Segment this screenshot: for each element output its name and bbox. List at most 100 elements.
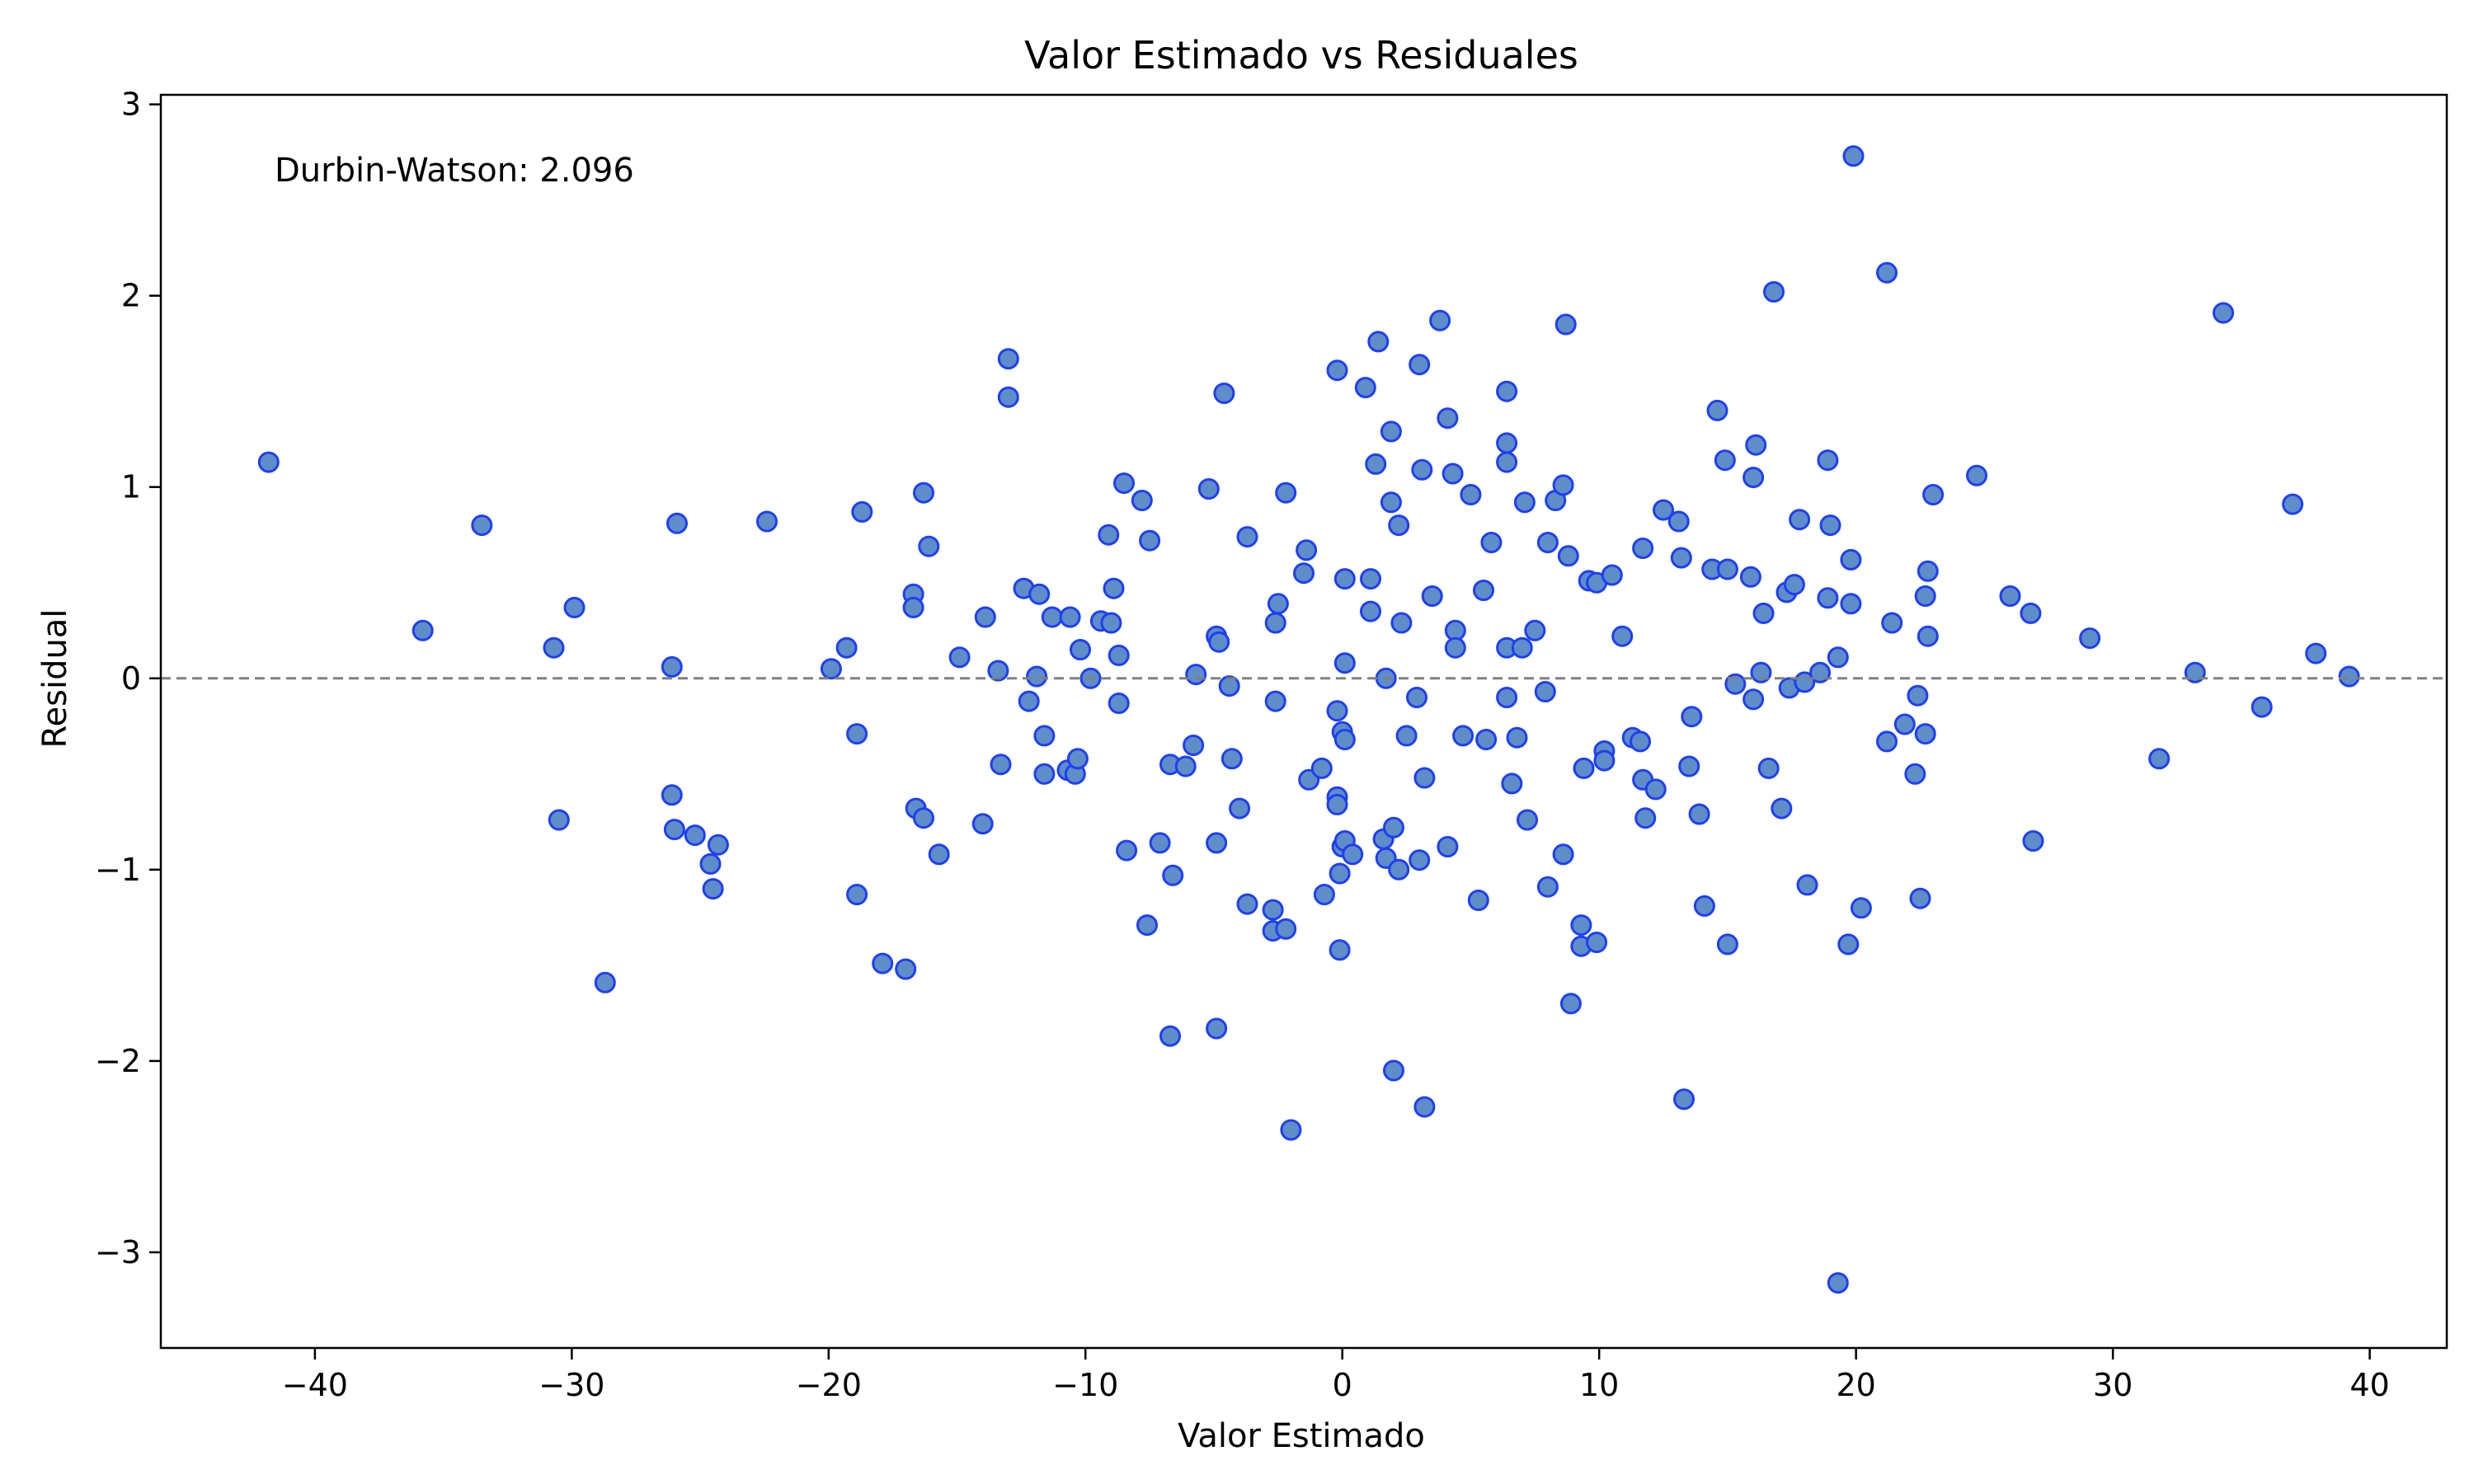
data-point bbox=[1743, 467, 1765, 489]
data-point bbox=[1745, 434, 1767, 456]
data-point bbox=[1511, 636, 1533, 659]
data-point bbox=[1136, 914, 1158, 937]
data-point bbox=[1413, 1096, 1436, 1118]
data-point bbox=[1354, 377, 1376, 399]
data-point bbox=[1644, 778, 1667, 801]
data-point bbox=[1716, 933, 1738, 956]
data-point bbox=[1310, 757, 1333, 779]
data-point bbox=[1673, 1088, 1695, 1111]
data-point bbox=[1513, 491, 1536, 514]
data-point bbox=[913, 481, 934, 504]
data-point bbox=[1329, 939, 1351, 961]
data-point bbox=[1909, 887, 1931, 909]
x-tick-label: −30 bbox=[539, 1367, 604, 1403]
data-point bbox=[1059, 606, 1081, 628]
data-point bbox=[1162, 864, 1184, 886]
data-point bbox=[1467, 890, 1489, 911]
data-point bbox=[1383, 1059, 1404, 1082]
data-point bbox=[1326, 700, 1348, 722]
data-point bbox=[1409, 849, 1431, 871]
data-point bbox=[1066, 748, 1089, 770]
data-point bbox=[707, 834, 729, 856]
data-point bbox=[1904, 763, 1926, 785]
data-point bbox=[1388, 858, 1410, 881]
data-point bbox=[661, 655, 683, 678]
data-point bbox=[1174, 755, 1197, 777]
data-point bbox=[1783, 574, 1805, 596]
data-point bbox=[1264, 612, 1286, 634]
data-point bbox=[1103, 577, 1125, 599]
data-point bbox=[1236, 893, 1258, 915]
data-point bbox=[2338, 665, 2360, 688]
data-point bbox=[412, 619, 434, 641]
data-point bbox=[1149, 832, 1171, 854]
data-point bbox=[543, 636, 565, 659]
data-point bbox=[1743, 688, 1765, 711]
data-point bbox=[1473, 580, 1494, 601]
data-point bbox=[1789, 509, 1811, 531]
data-point bbox=[1236, 526, 1258, 548]
data-point bbox=[948, 646, 971, 669]
data-point bbox=[1098, 524, 1120, 546]
plot-frame bbox=[159, 93, 2448, 1350]
data-point bbox=[1570, 914, 1592, 937]
data-point bbox=[1876, 261, 1898, 284]
data-point bbox=[1653, 499, 1674, 521]
y-tick-label: 0 bbox=[121, 660, 141, 697]
data-point bbox=[1409, 354, 1431, 376]
data-point bbox=[1406, 687, 1427, 708]
data-point bbox=[1552, 843, 1574, 866]
data-point bbox=[1365, 453, 1387, 475]
data-point bbox=[1041, 606, 1063, 628]
data-point bbox=[1429, 309, 1451, 331]
data-point bbox=[1218, 675, 1240, 697]
data-point bbox=[1267, 593, 1289, 615]
data-point bbox=[1914, 585, 1936, 607]
x-axis: −40 −30 −20 −10 0 10 20 30 40 bbox=[282, 1348, 2390, 1403]
data-point bbox=[1536, 876, 1559, 898]
x-tick-label: 40 bbox=[2349, 1367, 2389, 1403]
data-point bbox=[1827, 1272, 1849, 1294]
data-point bbox=[1506, 726, 1528, 749]
data-point bbox=[2251, 696, 2273, 718]
data-point bbox=[1630, 730, 1651, 753]
data-point bbox=[1390, 612, 1413, 634]
data-point bbox=[702, 878, 724, 900]
data-point bbox=[1333, 652, 1356, 674]
data-point bbox=[1670, 547, 1692, 569]
x-tick-label: 10 bbox=[1579, 1367, 1619, 1403]
data-point bbox=[895, 958, 917, 980]
x-tick-label: 0 bbox=[1333, 1367, 1352, 1403]
data-point bbox=[918, 535, 940, 557]
data-point bbox=[1496, 380, 1518, 402]
data-point bbox=[1771, 797, 1793, 819]
data-point bbox=[1159, 1025, 1181, 1047]
data-point bbox=[1264, 690, 1286, 712]
data-point bbox=[1206, 1017, 1228, 1040]
data-point bbox=[1452, 725, 1475, 747]
data-point bbox=[1634, 807, 1657, 829]
data-point bbox=[1557, 545, 1579, 567]
data-point bbox=[1837, 933, 1860, 956]
data-point bbox=[1100, 612, 1122, 634]
x-tick-label: −20 bbox=[796, 1367, 862, 1403]
data-point bbox=[1360, 600, 1381, 622]
data-point bbox=[1524, 619, 1546, 641]
data-point bbox=[1706, 399, 1729, 421]
data-point bbox=[1517, 809, 1538, 831]
data-point bbox=[1326, 359, 1348, 382]
data-point bbox=[699, 852, 722, 875]
data-point bbox=[1380, 491, 1402, 514]
x-tick-label: 20 bbox=[1836, 1367, 1875, 1403]
data-point bbox=[1667, 510, 1690, 533]
data-point bbox=[1342, 843, 1364, 866]
data-point bbox=[1573, 757, 1595, 779]
data-point bbox=[1757, 757, 1780, 779]
data-point bbox=[1534, 681, 1556, 702]
data-point bbox=[1208, 631, 1230, 653]
data-point bbox=[1850, 897, 1872, 919]
data-point bbox=[1881, 612, 1903, 634]
data-point bbox=[1296, 539, 1318, 561]
data-point bbox=[1693, 895, 1715, 917]
data-point bbox=[684, 824, 706, 847]
